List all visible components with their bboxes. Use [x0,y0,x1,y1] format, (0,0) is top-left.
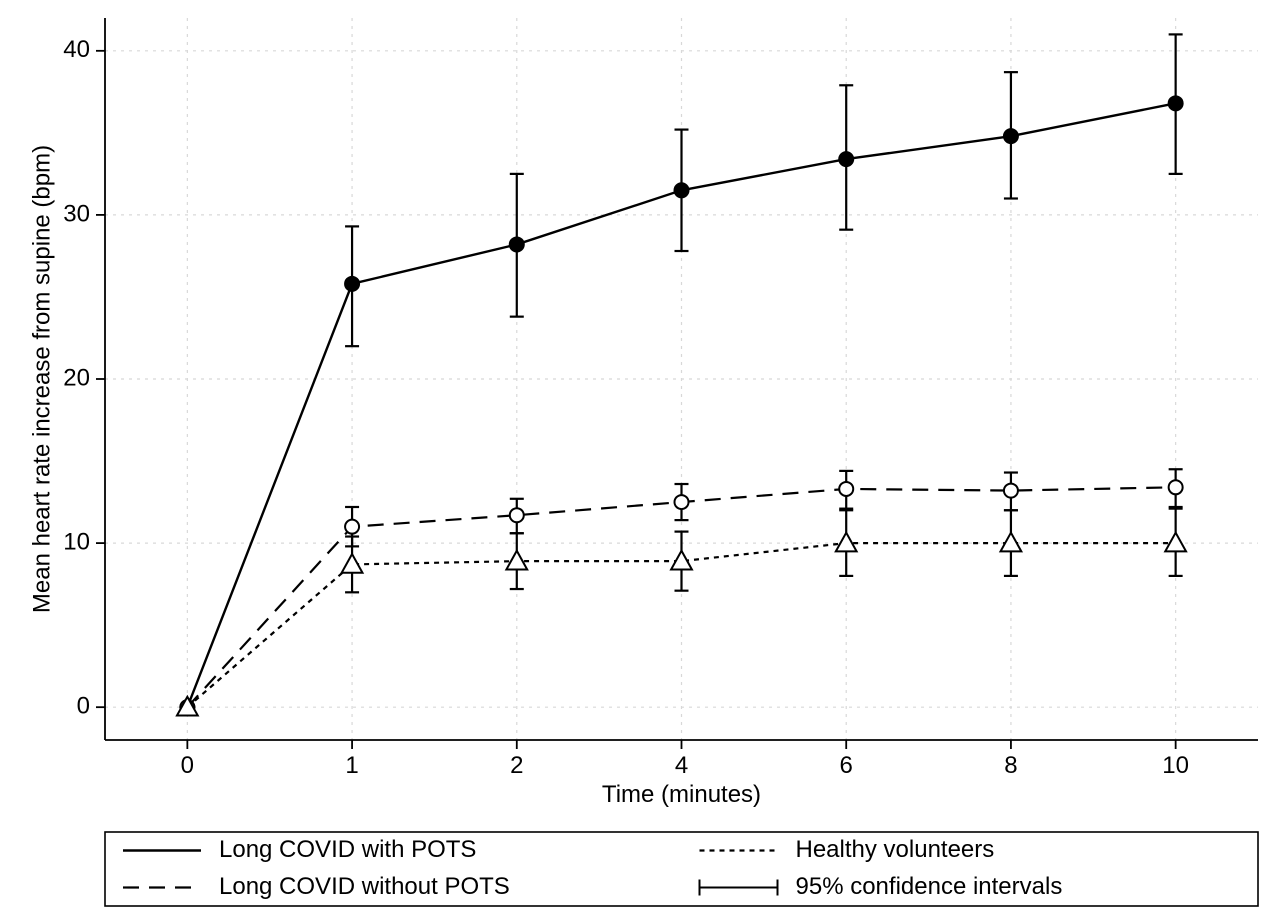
marker [675,183,689,197]
chart-svg: 010203040Mean heart rate increase from s… [0,0,1280,921]
legend-label: Long COVID without POTS [219,873,510,900]
x-tick-label: 0 [181,752,194,779]
marker [1169,96,1183,110]
y-tick-label: 0 [77,693,90,720]
x-axis-label: Time (minutes) [602,781,761,808]
y-tick-label: 20 [63,364,90,391]
marker [839,482,853,496]
marker [1004,484,1018,498]
legend-label: 95% confidence intervals [796,873,1063,900]
marker [839,152,853,166]
legend-label: Healthy volunteers [796,836,995,863]
x-tick-label: 1 [345,752,358,779]
x-tick-label: 8 [1004,752,1017,779]
marker [675,495,689,509]
x-tick-label: 4 [675,752,688,779]
x-tick-label: 10 [1162,752,1189,779]
y-tick-label: 40 [63,36,90,63]
marker [345,277,359,291]
y-axis-label: Mean heart rate increase from supine (bp… [28,145,55,613]
y-tick-label: 10 [63,528,90,555]
x-tick-label: 2 [510,752,523,779]
marker [510,508,524,522]
hr-chart: 010203040Mean heart rate increase from s… [0,0,1280,921]
marker [1169,480,1183,494]
legend-label: Long COVID with POTS [219,836,476,863]
marker [510,237,524,251]
marker [345,520,359,534]
x-tick-label: 6 [840,752,853,779]
y-tick-label: 30 [63,200,90,227]
marker [1004,129,1018,143]
